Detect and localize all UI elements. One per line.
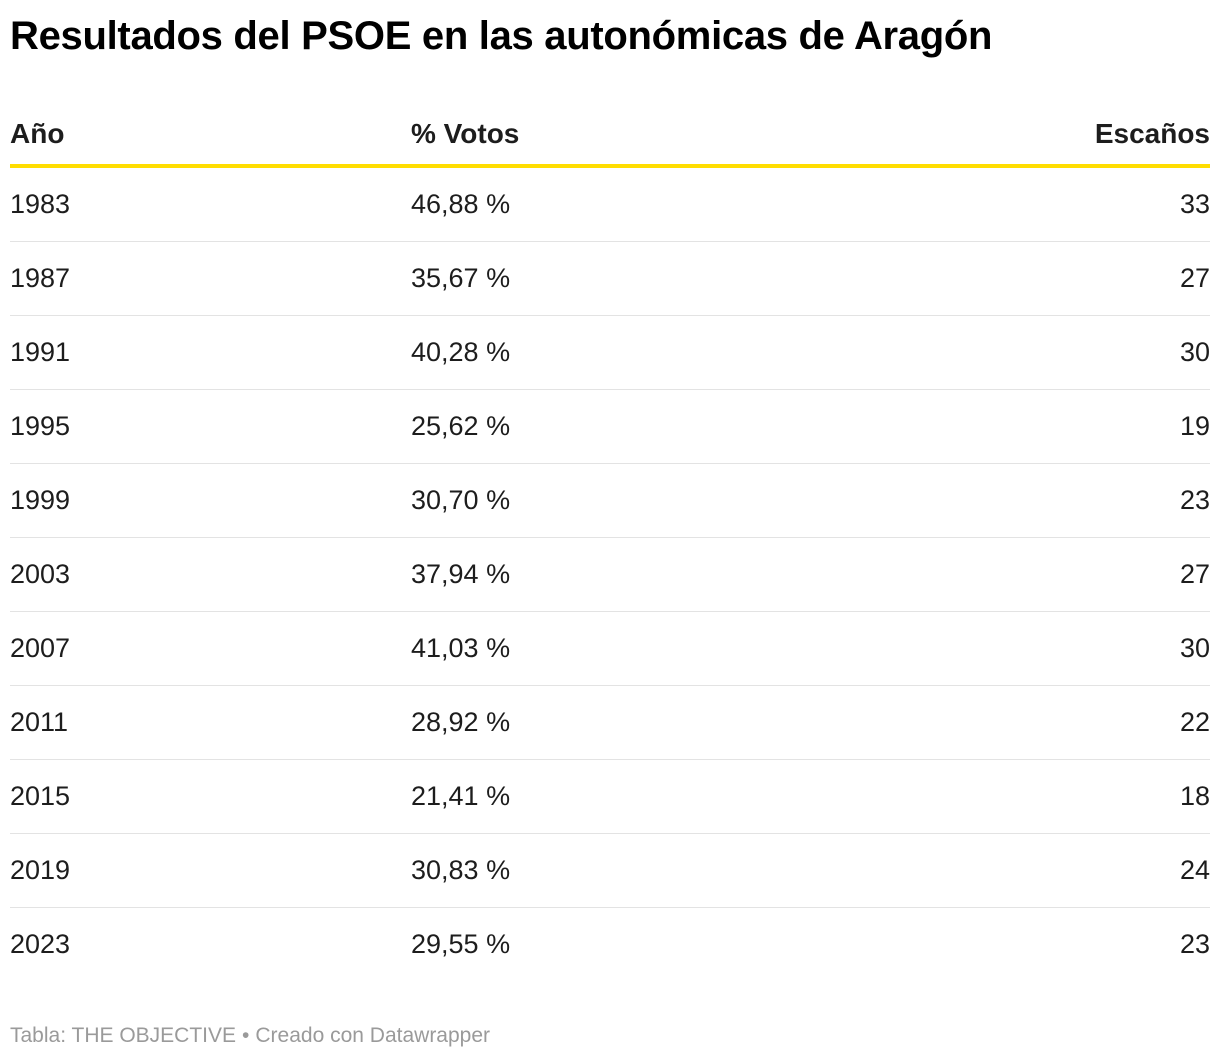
- cell-seats: 30: [1179, 337, 1210, 367]
- cell-votes: 29,55 %: [411, 929, 511, 959]
- cell-votes: 37,94 %: [411, 559, 511, 589]
- cell-year: 2003: [10, 559, 71, 589]
- cell-seats: 23: [1179, 929, 1210, 959]
- cell-votes: 35,67 %: [411, 263, 511, 293]
- footer-credit-link[interactable]: Creado con Datawrapper: [255, 1024, 491, 1047]
- cell-year: 2015: [10, 781, 71, 811]
- table-row: 1995 25,62 % 19: [10, 390, 1210, 464]
- cell-votes: 40,28 %: [411, 337, 511, 367]
- table-body: 1983 46,88 % 33 1987 35,67 % 27 1991 40,28 % 30 1…: [10, 168, 1210, 982]
- cell-seats: 24: [1179, 855, 1210, 885]
- cell-seats: 27: [1179, 559, 1210, 589]
- cell-year: 2011: [10, 707, 69, 737]
- table-row: 2019 30,83 % 24: [10, 834, 1210, 908]
- footer: Tabla: THE OBJECTIVE • Creado con Datawrap…: [10, 1022, 490, 1050]
- cell-seats: 19: [1179, 411, 1210, 441]
- column-header-seats[interactable]: Escaños: [1094, 118, 1210, 149]
- cell-year: 1995: [10, 411, 71, 441]
- cell-votes: 30,70 %: [411, 485, 511, 515]
- table-header: Año % Votos Escaños: [10, 96, 1210, 168]
- cell-votes: 21,41 %: [411, 781, 511, 811]
- table-row: 2023 29,55 % 23: [10, 908, 1210, 982]
- results-table: Año % Votos Escaños 1983 46,88 % 33 1987 35,…: [10, 96, 1210, 982]
- cell-votes: 46,88 %: [411, 189, 511, 219]
- table-row: 1991 40,28 % 30: [10, 316, 1210, 390]
- chart-title: Resultados del PSOE en las autonómicas d…: [10, 14, 993, 58]
- table-row: 2003 37,94 % 27: [10, 538, 1210, 612]
- cell-year: 2023: [10, 929, 71, 959]
- footer-source: Tabla: THE OBJECTIVE: [10, 1024, 237, 1047]
- table-row: 2015 21,41 % 18: [10, 760, 1210, 834]
- footer-separator: •: [242, 1024, 250, 1047]
- table-row: 1999 30,70 % 23: [10, 464, 1210, 538]
- table-row: 2007 41,03 % 30: [10, 612, 1210, 686]
- cell-seats: 22: [1179, 707, 1210, 737]
- cell-votes: 28,92 %: [411, 707, 511, 737]
- cell-seats: 18: [1179, 781, 1210, 811]
- cell-seats: 30: [1179, 633, 1210, 663]
- cell-votes: 30,83 %: [411, 855, 511, 885]
- column-header-votes[interactable]: % Votos: [411, 118, 520, 149]
- cell-year: 1987: [10, 263, 71, 293]
- cell-year: 1991: [10, 337, 71, 367]
- cell-year: 1983: [10, 189, 71, 219]
- cell-seats: 33: [1179, 189, 1210, 219]
- table-row: 1983 46,88 % 33: [10, 168, 1210, 242]
- cell-votes: 41,03 %: [411, 633, 511, 663]
- cell-year: 2019: [10, 855, 71, 885]
- table-row: 2011 28,92 % 22: [10, 686, 1210, 760]
- table-row: 1987 35,67 % 27: [10, 242, 1210, 316]
- cell-seats: 23: [1179, 485, 1210, 515]
- column-header-year[interactable]: Año: [10, 118, 65, 149]
- cell-votes: 25,62 %: [411, 411, 511, 441]
- cell-year: 1999: [10, 485, 71, 515]
- cell-year: 2007: [10, 633, 71, 663]
- cell-seats: 27: [1179, 263, 1210, 293]
